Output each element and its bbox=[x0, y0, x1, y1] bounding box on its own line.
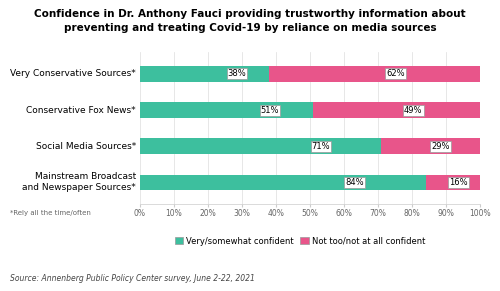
Bar bbox=[140, 139, 382, 154]
Text: 62%: 62% bbox=[386, 70, 405, 79]
Text: Source: Annenberg Public Policy Center survey, June 2-22, 2021: Source: Annenberg Public Policy Center s… bbox=[10, 274, 255, 283]
Text: 16%: 16% bbox=[449, 178, 468, 187]
Bar bbox=[426, 175, 480, 190]
Text: 84%: 84% bbox=[345, 178, 364, 187]
Text: 51%: 51% bbox=[261, 106, 280, 115]
Legend: Very/somewhat confident, Not too/not at all confident: Very/somewhat confident, Not too/not at … bbox=[171, 233, 429, 249]
Bar bbox=[140, 175, 426, 190]
Bar bbox=[269, 66, 480, 81]
Text: 49%: 49% bbox=[404, 106, 422, 115]
Text: *Rely all the time/often: *Rely all the time/often bbox=[10, 210, 91, 216]
Bar bbox=[382, 139, 480, 154]
Text: 38%: 38% bbox=[228, 70, 246, 79]
Bar bbox=[314, 102, 480, 118]
Bar bbox=[140, 102, 314, 118]
Text: 71%: 71% bbox=[312, 141, 330, 150]
Text: 29%: 29% bbox=[432, 141, 450, 150]
Bar bbox=[140, 66, 269, 81]
Text: Confidence in Dr. Anthony Fauci providing trustworthy information about
preventi: Confidence in Dr. Anthony Fauci providin… bbox=[34, 9, 466, 33]
